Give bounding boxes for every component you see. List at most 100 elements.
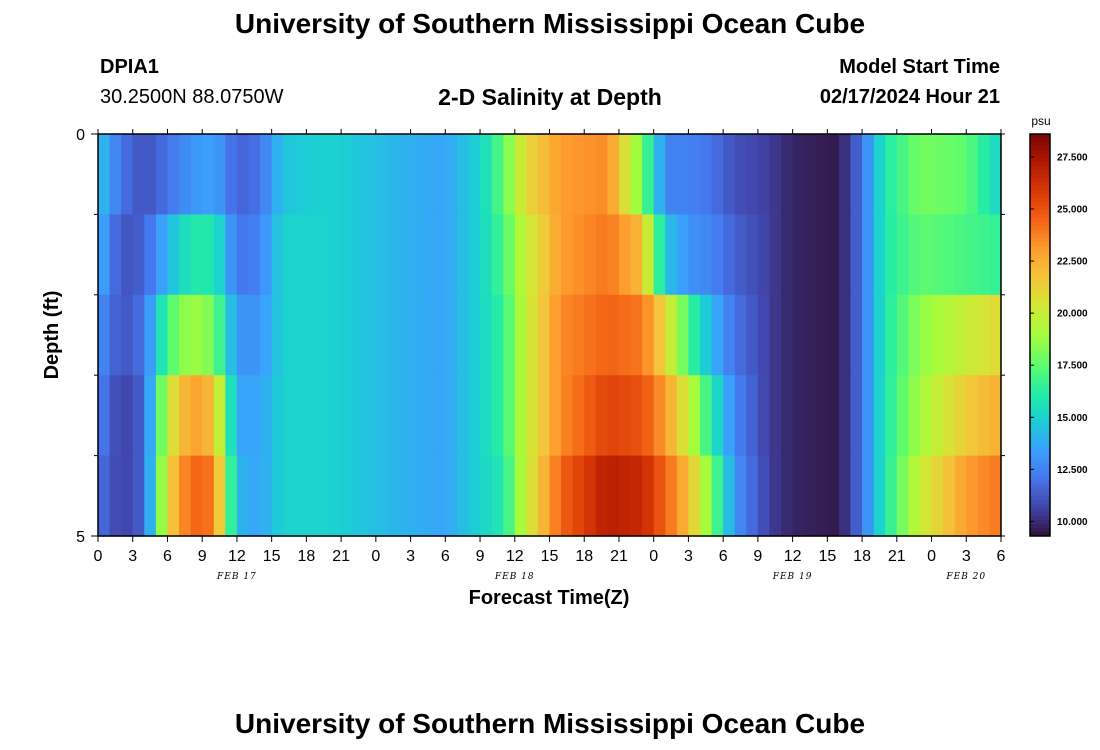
colorbar-swatch bbox=[1030, 186, 1050, 191]
heatmap-cell bbox=[121, 134, 134, 215]
heatmap-cell bbox=[850, 375, 863, 457]
colorbar-swatch bbox=[1030, 206, 1050, 211]
heatmap-cell bbox=[769, 375, 782, 457]
colorbar-swatch bbox=[1030, 499, 1050, 505]
salinity-heatmap-chart: 0 3 6 9 12 15 18 21 0 3 6 9 12 15 18 21 0 3 6 9 12 15 18 21 0 3 6 F… bbox=[41, 114, 1088, 609]
heatmap-cell bbox=[642, 214, 655, 296]
heatmap-cell bbox=[781, 375, 794, 457]
heatmap-cell bbox=[642, 375, 655, 457]
heatmap-cell bbox=[329, 134, 342, 215]
heatmap-cell bbox=[561, 294, 574, 376]
heatmap-cell bbox=[109, 214, 122, 296]
heatmap-cell bbox=[561, 375, 574, 457]
heatmap-cell bbox=[919, 375, 933, 457]
heatmap-cell bbox=[317, 214, 331, 296]
heatmap-cell bbox=[642, 134, 655, 215]
heatmap-cell bbox=[896, 214, 909, 296]
colorbar-swatch bbox=[1030, 443, 1050, 449]
x-tick-label: 0 bbox=[649, 548, 658, 565]
heatmap-cell bbox=[132, 294, 145, 376]
date-label: FEB 18 bbox=[494, 572, 535, 582]
heatmap-cell bbox=[317, 294, 331, 376]
heatmap-cell bbox=[700, 375, 713, 457]
heatmap-cell bbox=[966, 294, 979, 376]
colorbar-swatch bbox=[1030, 202, 1050, 207]
heatmap-cell bbox=[919, 214, 933, 296]
x-tick-label: 21 bbox=[888, 548, 906, 565]
x-tick-label: 3 bbox=[128, 548, 137, 565]
heatmap-cell bbox=[688, 455, 701, 537]
x-tick-label: 21 bbox=[610, 548, 628, 565]
heatmap-cell bbox=[572, 134, 585, 215]
model-start-label: Model Start Time bbox=[839, 56, 1000, 78]
heatmap-cell bbox=[827, 294, 840, 376]
colorbar-swatch bbox=[1030, 387, 1050, 392]
colorbar-swatch bbox=[1030, 170, 1050, 175]
heatmap-cell bbox=[954, 375, 967, 457]
heatmap-cell bbox=[931, 214, 944, 296]
heatmap-cell bbox=[595, 134, 608, 215]
heatmap-cell bbox=[98, 294, 111, 376]
heatmap-cell bbox=[468, 294, 481, 376]
x-axis-label: Forecast Time(Z) bbox=[469, 587, 630, 609]
heatmap-cell bbox=[804, 214, 817, 296]
colorbar-swatch bbox=[1030, 423, 1050, 428]
heatmap-cell bbox=[445, 214, 458, 296]
heatmap-cell bbox=[155, 375, 169, 457]
heatmap-cell bbox=[989, 455, 1002, 537]
heatmap-cell bbox=[144, 134, 157, 215]
colorbar-swatch bbox=[1030, 419, 1050, 424]
heatmap-cell bbox=[896, 455, 909, 537]
heatmap-cell bbox=[838, 214, 852, 296]
heatmap-cell bbox=[144, 455, 157, 537]
colorbar-label: 25.000 bbox=[1057, 204, 1088, 215]
colorbar-swatch bbox=[1030, 347, 1050, 352]
heatmap-cell bbox=[480, 134, 493, 215]
heatmap-cell bbox=[989, 134, 1002, 215]
heatmap-cell bbox=[896, 375, 909, 457]
heatmap-cell bbox=[954, 134, 967, 215]
heatmap-cell bbox=[306, 375, 319, 457]
heatmap-cell bbox=[399, 375, 412, 457]
heatmap-cell bbox=[236, 214, 250, 296]
heatmap-cell bbox=[815, 214, 828, 296]
heatmap-cell bbox=[943, 134, 956, 215]
colorbar-swatch bbox=[1030, 302, 1050, 308]
heatmap-cell bbox=[155, 214, 169, 296]
heatmap-cell bbox=[746, 375, 759, 457]
model-start-value: 02/17/2024 Hour 21 bbox=[819, 86, 1000, 108]
heatmap-cell bbox=[236, 294, 250, 376]
heatmap-cell bbox=[144, 375, 157, 457]
colorbar-swatch bbox=[1030, 138, 1050, 143]
heatmap-cell bbox=[572, 294, 585, 376]
heatmap-cell bbox=[700, 294, 713, 376]
colorbar-swatch bbox=[1030, 363, 1050, 368]
heatmap-cell bbox=[977, 214, 991, 296]
colorbar-swatch bbox=[1030, 531, 1050, 537]
colorbar-swatch bbox=[1030, 511, 1050, 517]
heatmap-cell bbox=[375, 294, 389, 376]
heatmap-cell bbox=[711, 134, 724, 215]
heatmap-cell bbox=[618, 375, 632, 457]
x-tick-label: 15 bbox=[818, 548, 836, 565]
colorbar-swatch bbox=[1030, 178, 1050, 183]
heatmap-cell bbox=[618, 455, 632, 537]
colorbar-swatch bbox=[1030, 459, 1050, 465]
colorbar-swatch bbox=[1030, 242, 1050, 248]
colorbar-swatch bbox=[1030, 322, 1050, 328]
heatmap-cell bbox=[607, 375, 620, 457]
heatmap-cell bbox=[213, 134, 226, 215]
colorbar-swatch bbox=[1030, 439, 1050, 445]
heatmap-cell bbox=[827, 375, 840, 457]
heatmap-cell bbox=[792, 375, 805, 457]
colorbar-swatch bbox=[1030, 475, 1050, 481]
heatmap-cell bbox=[167, 294, 180, 376]
heatmap-cell bbox=[283, 294, 296, 376]
heatmap-cell bbox=[213, 214, 226, 296]
heatmap-cell bbox=[711, 294, 724, 376]
heatmap-cell bbox=[931, 294, 944, 376]
heatmap-cell bbox=[746, 134, 759, 215]
heatmap-cell bbox=[711, 455, 724, 537]
heatmap-cell bbox=[873, 214, 886, 296]
heatmap-cell bbox=[491, 134, 504, 215]
